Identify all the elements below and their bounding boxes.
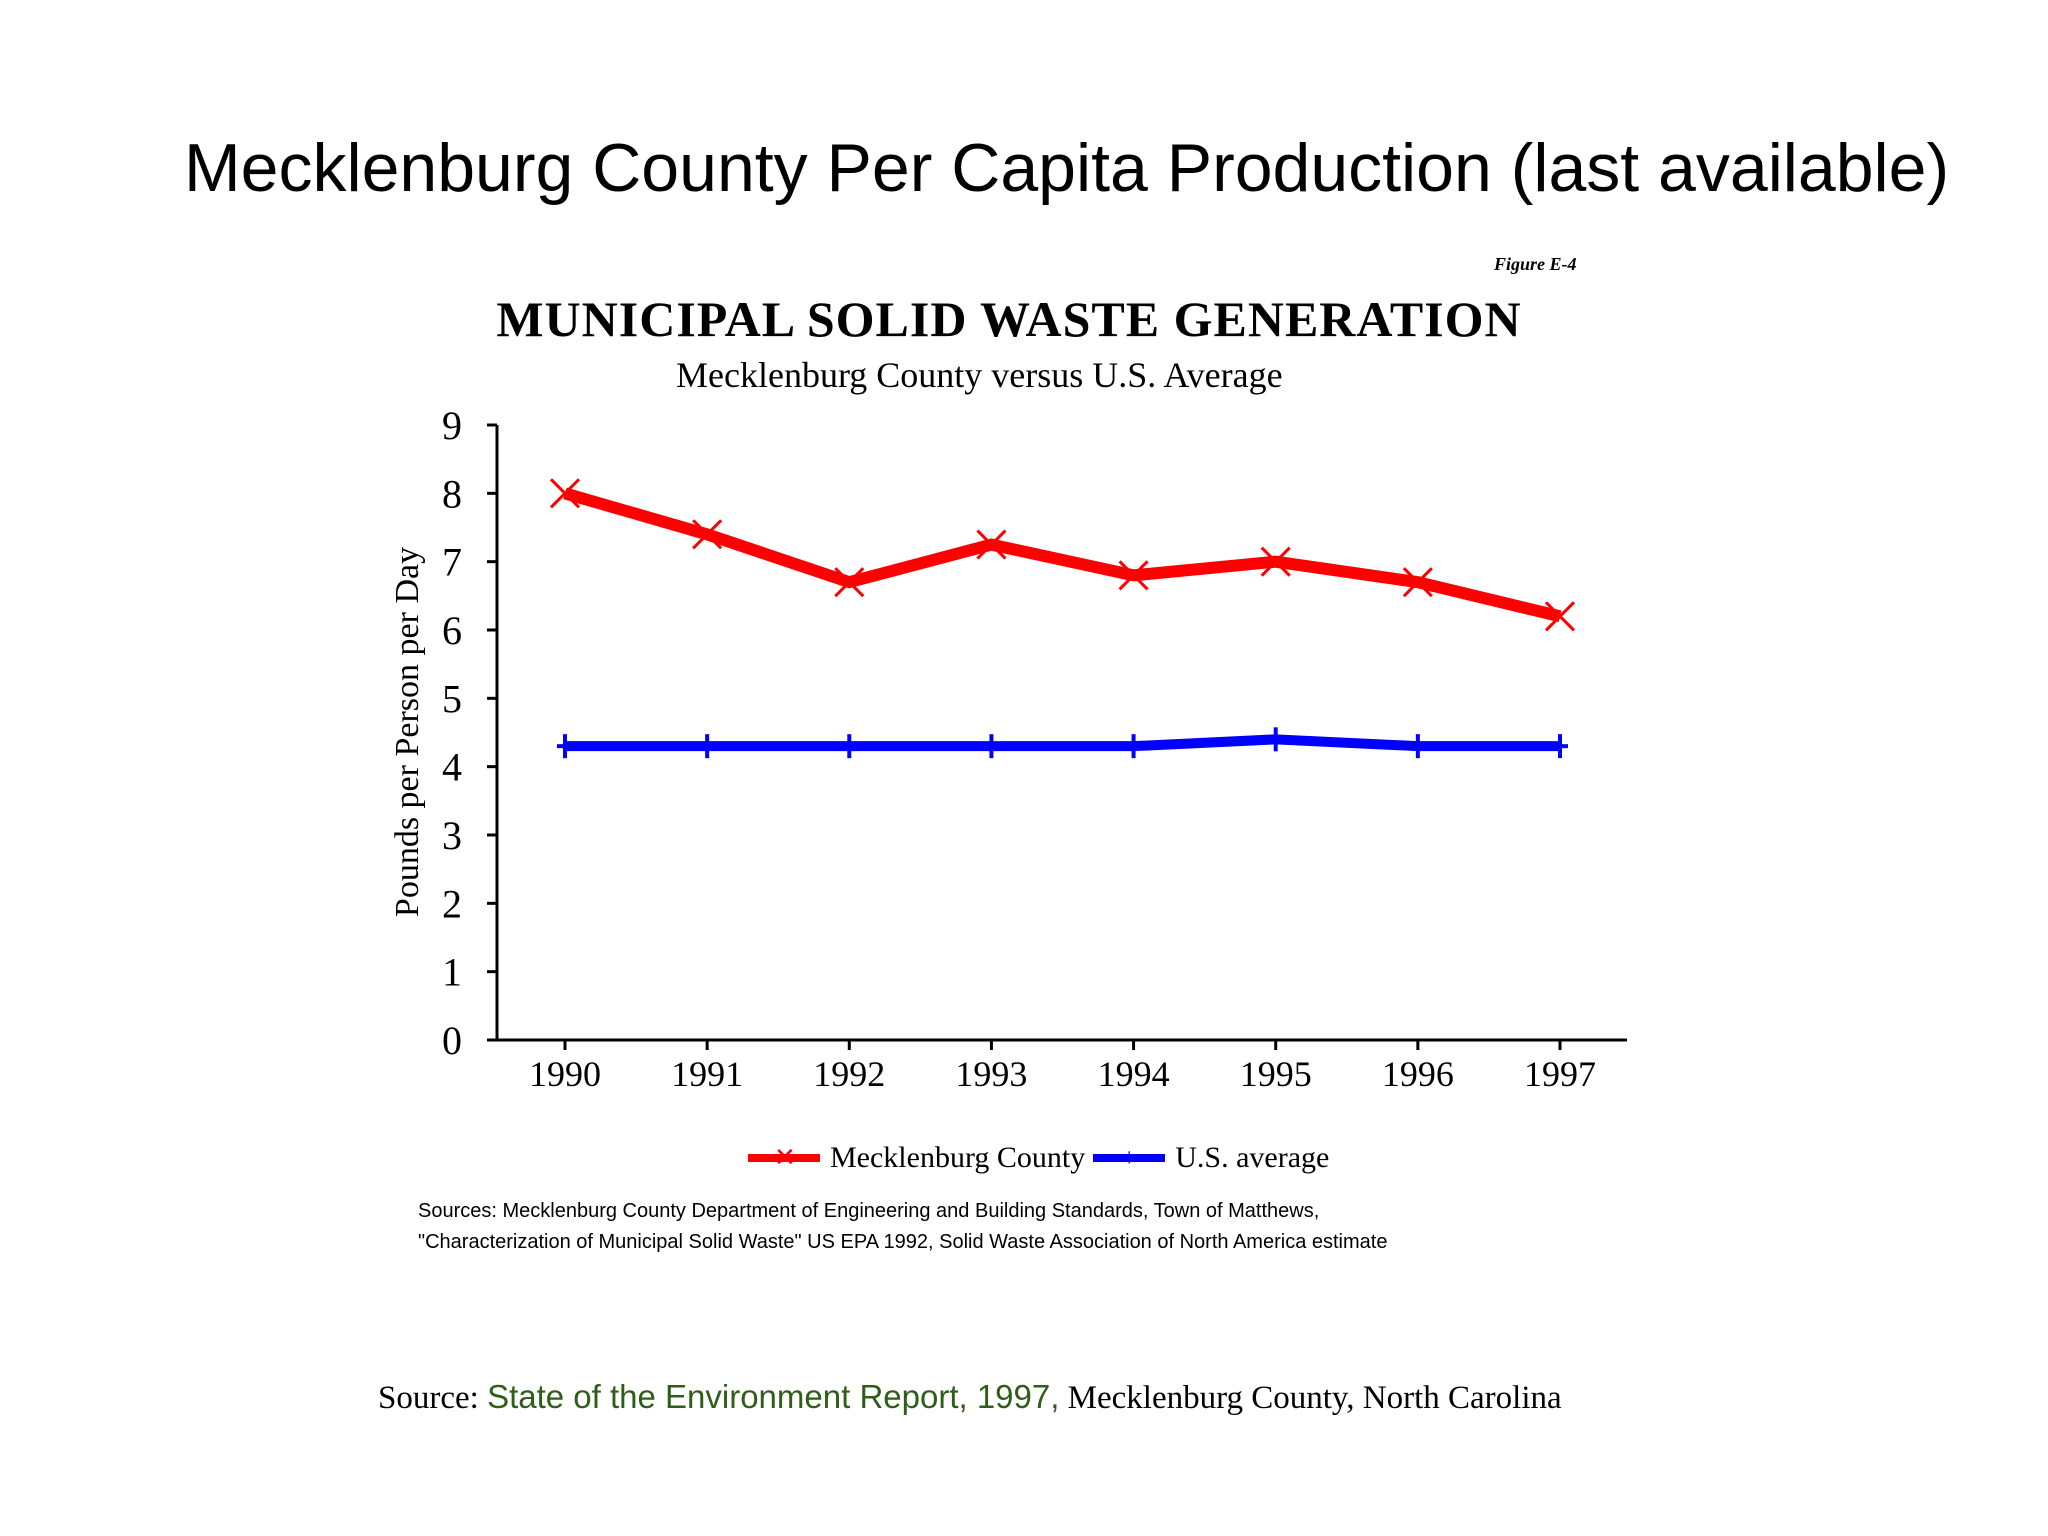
axes: 0 1 2 3 4 5 6 7 8 9 1990 1991 1992 1993 1994 1995 1996 19… — [442, 403, 1627, 1094]
x-tick-label: 1991 — [671, 1054, 743, 1094]
slide-title: Mecklenburg County Per Capita Production… — [184, 130, 1950, 206]
y-tick-label: 3 — [442, 813, 462, 858]
x-tick-label: 1997 — [1524, 1054, 1596, 1094]
series-line-u-s-average — [565, 734, 1560, 752]
data-point-mecklenburg-county — [976, 529, 1007, 560]
x-marker-stroke — [692, 519, 723, 550]
y-tick-label: 8 — [442, 471, 462, 516]
x-marker-stroke — [1260, 546, 1291, 577]
y-axis-label: Pounds per Person per Day — [389, 547, 426, 917]
legend-label-mecklenburg: Mecklenburg County — [830, 1141, 1086, 1174]
series-layer — [549, 478, 1576, 759]
figure-tag: Figure E-4 — [1494, 254, 1577, 274]
data-point-u-s-average — [699, 734, 716, 759]
data-point-mecklenburg-county — [1118, 560, 1149, 591]
data-point-mecklenburg-county — [1402, 567, 1433, 598]
data-point-mecklenburg-county — [549, 478, 581, 509]
source-suffix: Mecklenburg County, North Carolina — [1059, 1380, 1562, 1416]
legend-label-us-average: U.S. average — [1175, 1141, 1330, 1174]
plus-marker-icon: + — [1121, 1143, 1137, 1172]
chart-subtitle: Mecklenburg County versus U.S. Average — [676, 355, 1283, 395]
x-tick-label: 1993 — [955, 1054, 1027, 1094]
y-tick-label: 0 — [442, 1018, 462, 1063]
chart-source-note: Sources: Mecklenburg County Department o… — [418, 1196, 1588, 1258]
y-tick-label: 2 — [442, 881, 462, 926]
slide-source: Source: State of the Environment Report,… — [378, 1378, 1562, 1417]
chart-legend: ✕ Mecklenburg County + U.S. average — [748, 1138, 1337, 1178]
chart-source-line-2: "Characterization of Municipal Solid Was… — [418, 1231, 1388, 1253]
y-tick-label: 5 — [442, 676, 462, 721]
data-point-u-s-average — [1125, 734, 1142, 759]
y-tick-label: 6 — [442, 608, 462, 653]
chart-title: MUNICIPAL SOLID WASTE GENERATION — [496, 291, 1522, 347]
data-point-u-s-average — [1267, 727, 1284, 752]
data-point-mecklenburg-county — [1260, 546, 1291, 577]
data-point-u-s-average — [983, 734, 1000, 759]
x-tick-label: 1992 — [813, 1054, 885, 1094]
x-tick-label: 1995 — [1240, 1054, 1312, 1094]
data-point-mecklenburg-county — [834, 567, 865, 598]
x-marker-stroke — [1118, 560, 1149, 591]
y-tick-label: 1 — [442, 950, 462, 995]
series-line-mecklenburg-county — [563, 487, 1562, 623]
y-tick-label: 4 — [442, 745, 462, 790]
x-marker-stroke — [834, 567, 865, 598]
data-point-u-s-average — [557, 734, 573, 759]
data-point-u-s-average — [1409, 734, 1426, 759]
x-marker-stroke — [1544, 601, 1576, 632]
legend-swatch-us-average: + — [1093, 1144, 1166, 1172]
y-tick-label: 7 — [442, 540, 462, 585]
x-tick-label: 1994 — [1098, 1054, 1170, 1094]
source-link[interactable]: State of the Environment Report, 1997, — [487, 1378, 1060, 1415]
x-tick-label: 1996 — [1382, 1054, 1454, 1094]
y-tick-label: 9 — [442, 403, 462, 448]
source-prefix: Source: — [378, 1380, 488, 1416]
x-marker-icon: ✕ — [774, 1143, 796, 1172]
data-point-mecklenburg-county — [692, 519, 723, 550]
legend-swatch-mecklenburg: ✕ — [748, 1144, 820, 1172]
data-point-u-s-average — [841, 734, 858, 759]
chart-source-line-1: Sources: Mecklenburg County Department o… — [418, 1200, 1320, 1222]
data-point-u-s-average — [1552, 734, 1568, 759]
x-marker-stroke — [1402, 567, 1433, 598]
x-tick-label: 1990 — [529, 1054, 601, 1094]
x-marker-stroke — [549, 478, 581, 509]
x-marker-stroke — [976, 529, 1007, 560]
data-point-mecklenburg-county — [1544, 601, 1576, 632]
